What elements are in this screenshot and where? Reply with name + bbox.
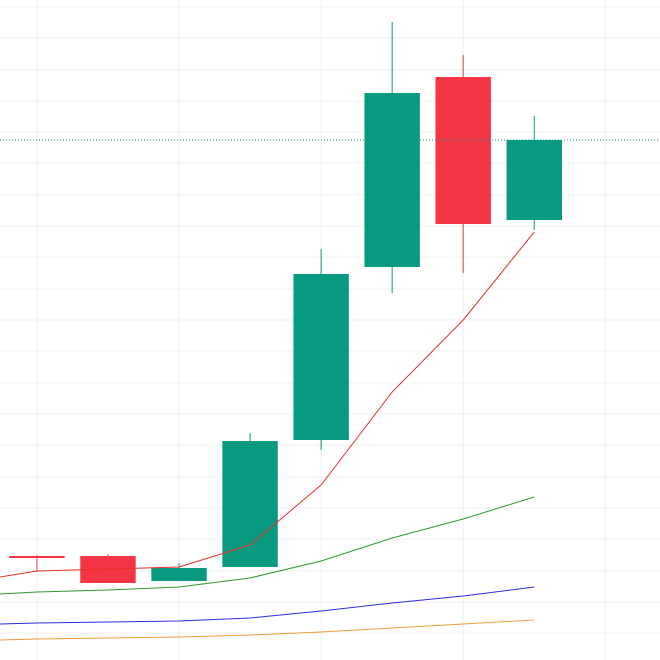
moving-average-line xyxy=(0,231,535,578)
moving-average-line xyxy=(0,586,535,625)
candle-body xyxy=(506,140,562,220)
candle-body xyxy=(222,441,278,567)
candle-body xyxy=(9,556,65,558)
moving-average-line xyxy=(0,619,535,641)
candle-body xyxy=(364,93,420,267)
candle-body xyxy=(151,568,207,581)
moving-average-line xyxy=(0,496,535,595)
candle-body xyxy=(435,77,491,224)
candle-body xyxy=(293,274,349,440)
